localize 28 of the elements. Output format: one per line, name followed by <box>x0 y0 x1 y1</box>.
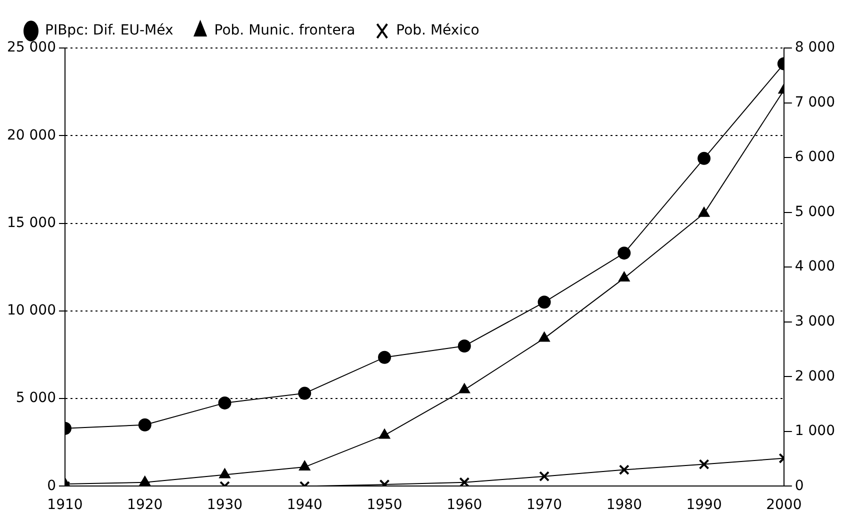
x-tick-label: 1970 <box>526 497 562 514</box>
x-tick-label: 1990 <box>686 497 722 514</box>
y2-tick-label: 8 000 <box>794 40 836 56</box>
y-tick-label: 20 000 <box>6 127 56 144</box>
x-tick-label: 1950 <box>366 497 402 514</box>
y2-tick-label: 2 000 <box>794 368 836 384</box>
x-tick-label: 1910 <box>47 497 83 514</box>
y2-tick-label: 4 000 <box>794 258 836 275</box>
y-tick-label: 5 000 <box>16 390 56 406</box>
y-tick-label: 0 <box>47 478 56 494</box>
y-tick-label: 10 000 <box>6 302 56 319</box>
legend-label: Pob. Munic. frontera <box>214 22 356 39</box>
y2-tick-label: 1 000 <box>794 423 836 440</box>
x-tick-label: 1920 <box>127 497 163 514</box>
x-tick-label: 1940 <box>286 497 322 514</box>
x-tick-label: 1930 <box>206 497 243 514</box>
y2-tick-label: 0 <box>794 478 804 494</box>
x-tick-label: 2000 <box>766 497 802 514</box>
y2-tick-label: 5 000 <box>794 204 836 220</box>
y2-tick-label: 7 000 <box>794 94 836 110</box>
legend-label: PIBpc: Dif. EU-Méx <box>45 22 174 39</box>
legend-label: Pob. México <box>396 22 480 39</box>
x-tick-label: 1960 <box>446 497 482 514</box>
y-tick-label: 25 000 <box>6 40 56 56</box>
x-tick-label: 1980 <box>606 497 642 514</box>
y2-tick-label: 6 000 <box>794 149 836 166</box>
y-tick-label: 15 000 <box>6 214 56 231</box>
y2-tick-label: 3 000 <box>794 314 836 330</box>
